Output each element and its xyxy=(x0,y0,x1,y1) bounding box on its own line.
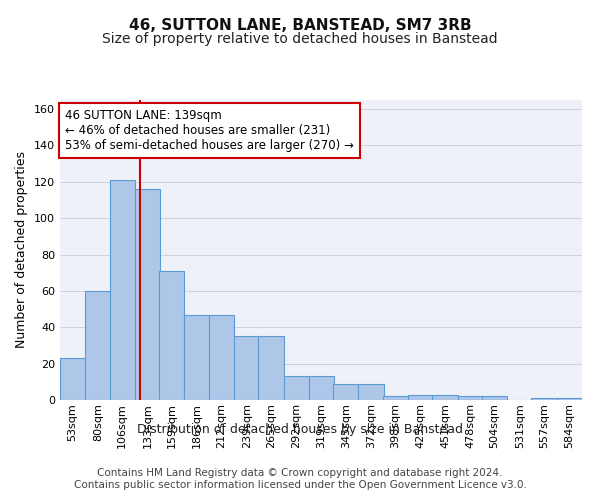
Bar xyxy=(234,336,259,400)
Bar xyxy=(482,396,507,400)
Text: Size of property relative to detached houses in Banstead: Size of property relative to detached ho… xyxy=(102,32,498,46)
Text: Distribution of detached houses by size in Banstead: Distribution of detached houses by size … xyxy=(137,422,463,436)
Bar xyxy=(557,398,582,400)
Bar xyxy=(209,314,234,400)
Bar xyxy=(309,376,334,400)
Text: 46 SUTTON LANE: 139sqm
← 46% of detached houses are smaller (231)
53% of semi-de: 46 SUTTON LANE: 139sqm ← 46% of detached… xyxy=(65,109,354,152)
Y-axis label: Number of detached properties: Number of detached properties xyxy=(16,152,28,348)
Bar xyxy=(110,180,135,400)
Bar xyxy=(383,396,408,400)
Bar xyxy=(358,384,383,400)
Bar xyxy=(333,384,358,400)
Bar xyxy=(458,396,483,400)
Bar xyxy=(433,394,458,400)
Bar xyxy=(159,271,184,400)
Bar xyxy=(532,398,557,400)
Bar xyxy=(284,376,309,400)
Bar xyxy=(408,394,433,400)
Bar xyxy=(184,314,209,400)
Bar xyxy=(60,358,85,400)
Bar xyxy=(135,189,160,400)
Bar xyxy=(259,336,284,400)
Bar xyxy=(85,291,110,400)
Text: 46, SUTTON LANE, BANSTEAD, SM7 3RB: 46, SUTTON LANE, BANSTEAD, SM7 3RB xyxy=(128,18,472,32)
Text: Contains HM Land Registry data © Crown copyright and database right 2024.
Contai: Contains HM Land Registry data © Crown c… xyxy=(74,468,526,490)
